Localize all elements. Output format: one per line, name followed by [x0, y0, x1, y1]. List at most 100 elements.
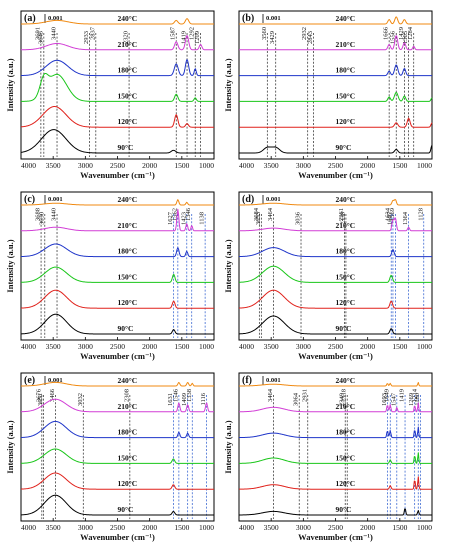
panel-e-xtick-label-3500: 3500 [46, 523, 61, 532]
panel-a-series-150-c [21, 72, 214, 102]
panel-f-peak-label-1419: 1419 [399, 389, 406, 402]
panel-e-peak-label-1409: 1409 [181, 393, 188, 406]
panel-f-xtick-label-3500: 3500 [264, 523, 279, 532]
panel-b-peak-label-1429: 1429 [398, 27, 405, 40]
panel-c-series-label-210-c: 210°C [118, 221, 138, 230]
panel-e-series-120-c [20, 472, 214, 490]
panel-f-peak-label-2931: 2931 [301, 389, 308, 402]
panel-d-peak-label-1128: 1128 [417, 208, 424, 221]
panel-b-series-label-210-c: 210°C [336, 40, 356, 49]
panel-e-series-label-90-c: 90°C [118, 505, 134, 514]
panel-a-peak-label-2320: 2320 [123, 31, 130, 44]
panel-a-xtick-label-2000: 2000 [142, 161, 157, 170]
panel-f-peak-label-1214: 1214 [412, 388, 419, 402]
panel-c-xtick-label-1000: 1000 [199, 342, 214, 351]
panel-c-series-150-c [20, 266, 214, 283]
panel-f-peak-label-1547: 1547 [390, 392, 397, 406]
panel-d-series-150-c [238, 265, 432, 283]
panel-f-series-210-c [238, 402, 432, 413]
panel-a-xtick-label-3500: 3500 [46, 161, 61, 170]
panel-a-peak-label-1209: 1209 [194, 31, 201, 44]
panel-d-peak-label-2338: 2338 [339, 212, 346, 225]
panel-c-scale-label: 0.001 [48, 196, 63, 203]
panel-c-xtick-label-4000: 4000 [21, 342, 36, 351]
panel-b-series-label-150-c: 150°C [336, 91, 356, 100]
panel-b-series-180-c [239, 64, 432, 77]
panel-f-peak-label-2349: 2349 [339, 393, 346, 406]
panel-b-xtick-label-2000: 2000 [360, 161, 375, 170]
panel-a-peak-label-3440: 3440 [51, 27, 58, 40]
panel-a-xtick-label-1500: 1500 [174, 161, 189, 170]
panel-f-series-label-180-c: 180°C [336, 428, 356, 437]
panel-c-series-210-c [20, 208, 214, 232]
panel-d-peak-label-3036: 3036 [295, 211, 302, 225]
panel-f-peak-label-1180: 1180 [414, 393, 421, 406]
panel-c-peak-label-1346: 1346 [185, 207, 192, 221]
panel-b-series-120-c [239, 117, 433, 128]
panel-b-series-210-c [239, 35, 432, 51]
panel-f-peak-label-2318: 2318 [341, 389, 348, 402]
panel-c-series-label-240-c: 240°C [118, 195, 138, 204]
panel-c-peak-label-3688: 3688 [35, 208, 42, 221]
panel-a-peak-label-3645: 3645 [37, 31, 44, 44]
panel-d-peak-label-3653: 3653 [255, 212, 262, 225]
panel-d-series-label-120-c: 120°C [336, 298, 356, 307]
panel-e-series-180-c [20, 420, 214, 439]
panel-e-series-label-180-c: 180°C [118, 428, 138, 437]
panel-f-series-label-90-c: 90°C [336, 505, 352, 514]
panel-e-series-210-c [20, 398, 214, 413]
panel-c-peak-label-1138: 1138 [199, 212, 206, 225]
panel-b-xtick-label-3000: 3000 [296, 161, 311, 170]
panel-c-peak-label-3630: 3630 [38, 212, 45, 225]
panel-e-peak-label-1338: 1338 [186, 389, 193, 402]
panel-a-series-210-c [20, 35, 214, 51]
panel-c-series-label-90-c: 90°C [118, 324, 134, 333]
panel-b-peak-label-3429: 3429 [269, 31, 276, 44]
panel-b: 4000 3500 3000 2500 2000 1500 1000 Wavenumber (… [223, 10, 433, 180]
panel-b-xtick-label-4000: 4000 [239, 161, 254, 170]
panel-d-series-210-c [239, 217, 432, 232]
panel-e-series-240-c [21, 381, 214, 387]
panel-f-peak-label-3464: 3464 [267, 388, 274, 402]
panel-d-series-label-90-c: 90°C [336, 324, 352, 333]
panel-e-xtick-label-1500: 1500 [174, 523, 189, 532]
panel-d-xtick-label-1500: 1500 [392, 342, 407, 351]
panel-e-letter: (e) [24, 375, 35, 386]
panel-b-peak-label-3560: 3560 [261, 27, 268, 40]
panel-d-xtick-label-2500: 2500 [328, 342, 343, 351]
panel-e-peak-label-1546: 1546 [172, 388, 179, 402]
panel-c-peak-label-3440: 3440 [51, 208, 58, 221]
panel-b-peak-label-1363: 1363 [402, 31, 409, 44]
panel-b-series-240-c [239, 16, 432, 25]
panel-c-series-120-c [20, 289, 214, 309]
panel-b-peak-label-2843: 2843 [307, 31, 314, 44]
panel-f-series-180-c [238, 426, 432, 439]
panel-d-series-120-c [238, 289, 432, 309]
panel-c-series-label-180-c: 180°C [118, 247, 138, 256]
panel-d-series-240-c [238, 198, 432, 206]
panel-e-series-label-120-c: 120°C [118, 479, 138, 488]
panel-d-y-axis-label: Intensity (a.u.) [223, 239, 233, 292]
panel-b-peak-label-2932: 2932 [301, 27, 308, 40]
panel-c-peak-label-1627: 1627 [167, 211, 174, 225]
panel-d-series-180-c [238, 247, 432, 258]
panel-b-series-label-240-c: 240°C [336, 14, 356, 23]
panel-d-xtick-label-3000: 3000 [296, 342, 311, 351]
panel-d-peak-label-1634: 1634 [385, 207, 392, 221]
panel-e-peak-label-2308: 2308 [123, 389, 130, 402]
panel-e-series-90-c [20, 494, 214, 516]
panel-a-letter: (a) [24, 13, 36, 24]
panel-c-x-axis-label: Wavenumber (cm⁻¹) [80, 351, 155, 361]
panel-d-xtick-label-2000: 2000 [360, 342, 375, 351]
panel-d: 4000 3500 3000 2500 2000 1500 1000 Wavenumber (… [223, 191, 433, 361]
panel-d-series-label-210-c: 210°C [336, 221, 356, 230]
panel-a-series-label-150-c: 150°C [118, 91, 138, 100]
panel-e-peak-label-1631: 1631 [167, 393, 174, 406]
panel-f-series-label-120-c: 120°C [336, 479, 356, 488]
panel-e-peak-label-1116: 1116 [200, 392, 207, 405]
panel-e: 4000 3500 3000 2500 2000 1500 1000 Wavenumber (… [5, 372, 215, 542]
panel-c-y-axis-label: Intensity (a.u.) [5, 239, 15, 292]
panel-d-xtick-label-1000: 1000 [417, 342, 432, 351]
panel-c: 4000 3500 3000 2500 2000 1500 1000 Wavenumber (… [5, 191, 215, 361]
panel-e-scale-label: 0.001 [48, 377, 63, 384]
